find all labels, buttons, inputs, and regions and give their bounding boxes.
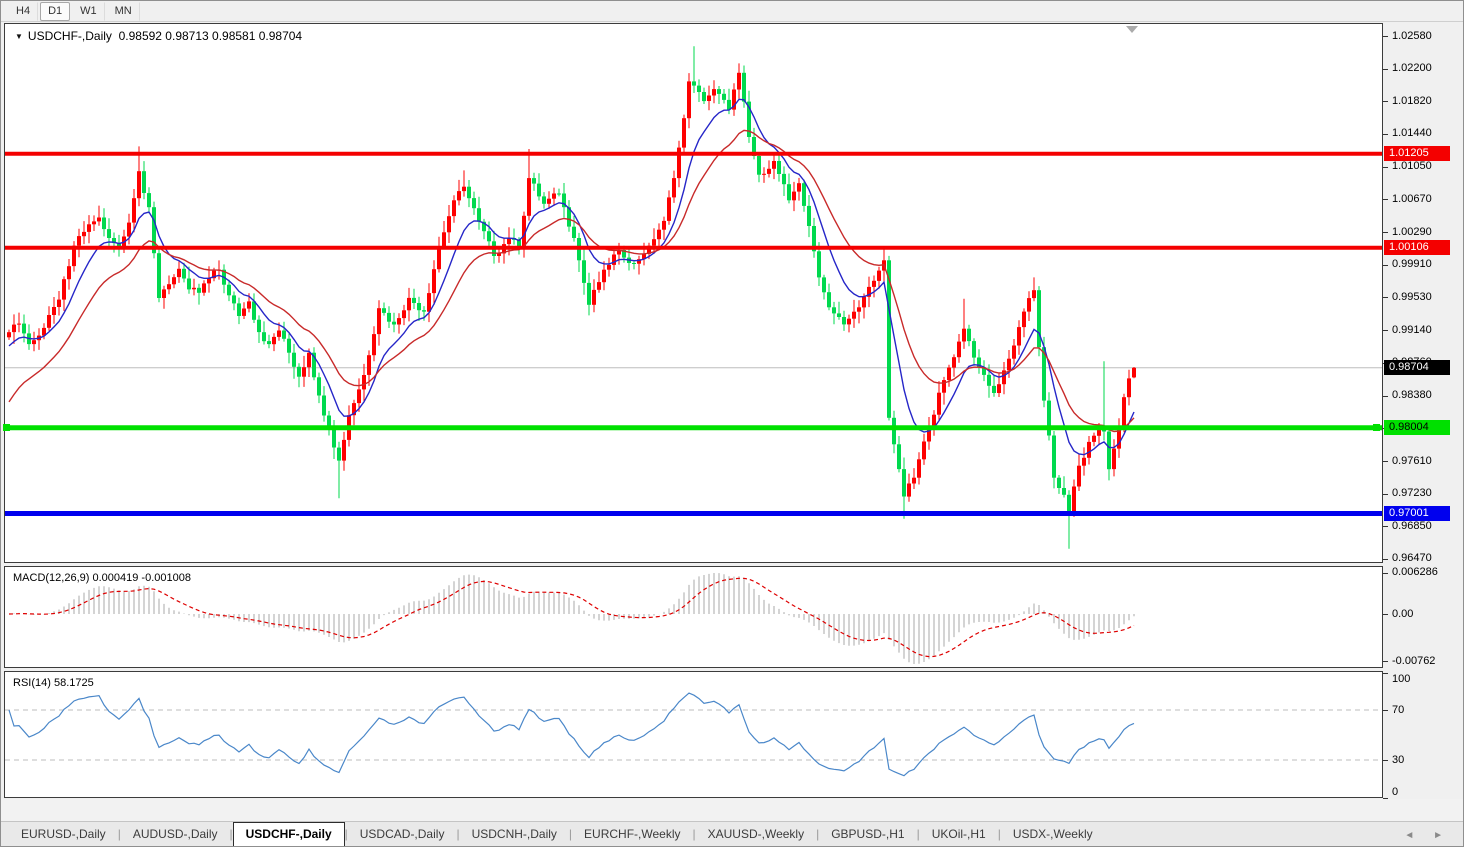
chart-tabbar: EURUSD-,Daily | AUDUSD-,Daily | USDCHF-,Dail… [1,821,1463,846]
price-tick-label: 0.99140 [1392,323,1432,336]
macd-indicator-label: MACD(12,26,9) 0.000419 -0.001008 [13,572,191,584]
tab-separator: | [916,827,920,841]
macd-axis-tick [1383,572,1388,574]
timeframe-button-d1[interactable]: D1 [40,1,71,21]
chart-tab-usdchf-daily[interactable]: USDCHF-,Daily [232,822,345,846]
time-axis[interactable]: 5 Oct 201824 Oct 201812 Nov 201830 Nov 2… [1,799,1463,821]
price-level-badge-2: 0.98004 [1384,420,1450,436]
rsi-axis-tick [1383,797,1388,799]
price-tick-label: 0.97610 [1392,454,1432,467]
price-level-badge-3: 0.97001 [1384,506,1450,522]
rsi-panel[interactable] [4,671,1383,798]
chart-tab-usdcad-daily[interactable]: USDCAD-,Daily [359,827,445,841]
tab-separator: | [344,827,348,841]
price-axis-tick [1383,330,1388,332]
price-axis-tick [1383,264,1388,266]
tab-separator: | [692,827,696,841]
macd-tick-label: 0.00 [1392,607,1414,620]
price-axis-tick [1383,199,1388,201]
chart-tab-usdx-weekly[interactable]: USDX-,Weekly [1012,827,1093,841]
price-tick-label: 1.01820 [1392,94,1432,107]
price-level-badge-0: 1.01205 [1384,146,1450,162]
rsi-axis-tick [1383,710,1388,711]
macd-tick-label: 0.006286 [1392,566,1438,579]
line-anchor-left[interactable] [3,424,10,432]
chart-shift-marker-icon[interactable] [1126,26,1138,33]
price-axis-tick [1383,133,1388,135]
tab-separator: | [229,827,233,841]
rsi-axis-tick [1383,672,1388,674]
chart-menu-icon[interactable]: ▼ [15,32,23,41]
price-tick-label: 1.00670 [1392,192,1432,205]
main-chart-panel[interactable] [4,23,1383,563]
rsi-indicator-label: RSI(14) 58.1725 [13,677,94,689]
chart-title: ▼ USDCHF-,Daily 0.98592 0.98713 0.98581 0… [15,29,302,43]
chart-tab-xauusd-weekly[interactable]: XAUUSD-,Weekly [707,827,805,841]
price-axis-tick [1383,232,1388,234]
tab-separator: | [568,827,573,841]
chart-tab-eurchf-weekly[interactable]: EURCHF-,Weekly [584,827,681,841]
current-price-badge: 0.98704 [1384,360,1450,376]
timeframe-button-mn[interactable]: MN [107,1,140,21]
price-tick-label: 0.98380 [1392,389,1432,401]
price-axis-tick [1383,166,1388,168]
price-tick-label: 1.01440 [1392,127,1432,140]
price-axis-tick [1383,461,1388,463]
chart-tab-audusd-daily[interactable]: AUDUSD-,Daily [132,827,218,841]
tab-scroll-arrows[interactable]: ◄ ► [1404,829,1451,841]
price-level-badge-1: 1.00106 [1384,240,1450,256]
price-tick-label: 1.02580 [1392,29,1432,42]
macd-panel[interactable] [4,566,1383,668]
price-tick-label: 1.02200 [1392,62,1432,75]
macd-axis-tick [1383,614,1388,615]
price-axis-tick [1383,493,1388,495]
line-anchor-right[interactable] [1373,424,1380,432]
price-tick-label: 1.00290 [1392,225,1432,238]
macd-axis-tick [1383,661,1388,662]
rsi-tick-label: 100 [1392,672,1411,685]
price-axis-tick [1383,297,1388,299]
tab-separator: | [816,827,820,841]
price-axis-tick [1383,526,1388,528]
chart-tab-gbpusd-h1[interactable]: GBPUSD-,H1 [831,827,905,841]
tab-separator: | [456,827,460,841]
price-axis-tick [1383,101,1388,103]
timeframe-button-w1[interactable]: W1 [72,1,105,21]
price-axis-tick [1383,395,1388,397]
price-axis-tick [1383,36,1388,37]
rsi-tick-label: 30 [1392,753,1405,766]
tab-separator: | [117,827,121,841]
timeframe-button-h4[interactable]: H4 [8,1,39,21]
chart-tab-eurusd-daily[interactable]: EURUSD-,Daily [21,827,106,841]
timeframe-toolbar: H4 D1 W1 MN [1,1,1463,22]
price-tick-label: 0.99910 [1392,258,1432,271]
price-tick-label: 0.97230 [1392,487,1432,500]
price-tick-label: 0.99530 [1392,290,1432,303]
price-tick-label: 0.96850 [1392,519,1432,532]
price-axis-tick [1383,68,1388,70]
tab-separator: | [997,827,1001,841]
price-tick-label: 0.96470 [1392,552,1432,565]
chart-tab-ukoil-h1[interactable]: UKOil-,H1 [931,827,986,841]
rsi-tick-label: 70 [1392,703,1405,716]
rsi-axis-tick [1383,760,1388,761]
rsi-tick-label: 0 [1392,785,1399,798]
chart-tab-usdcnh-daily[interactable]: USDCNH-,Daily [471,827,557,841]
chart-symbol-label: USDCHF-,Daily [27,29,112,43]
price-axis-tick [1383,558,1388,560]
price-tick-label: 1.01050 [1392,160,1432,173]
chart-ohlc-values: 0.98592 0.98713 0.98581 0.98704 [118,29,303,43]
macd-tick-label: -0.00762 [1392,654,1436,667]
